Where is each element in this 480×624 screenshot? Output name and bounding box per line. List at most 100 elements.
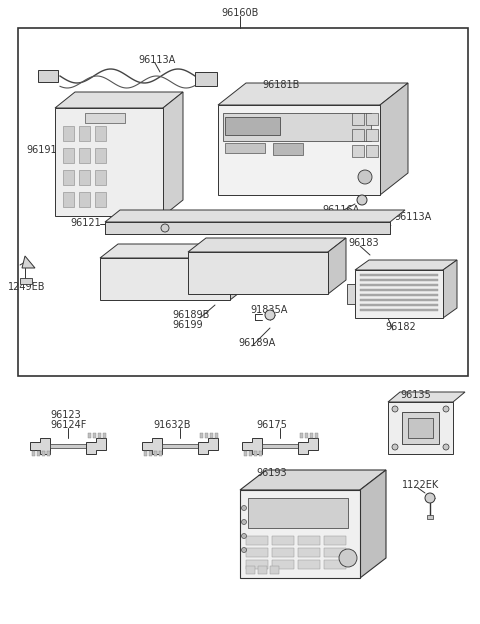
Text: 96113A: 96113A	[394, 212, 431, 222]
Bar	[144, 451, 147, 456]
Bar	[218, 105, 380, 195]
Bar	[273, 143, 303, 155]
Bar	[347, 284, 355, 304]
Text: 1122EK: 1122EK	[402, 480, 439, 490]
Bar	[149, 451, 152, 456]
Circle shape	[443, 444, 449, 450]
Bar	[55, 108, 163, 216]
Bar	[324, 560, 346, 569]
Circle shape	[425, 493, 435, 503]
Bar	[188, 252, 328, 294]
Bar	[93, 433, 96, 438]
Bar	[223, 113, 371, 141]
Bar	[270, 566, 279, 574]
Bar	[402, 412, 439, 444]
Bar	[18, 28, 468, 376]
Bar	[154, 451, 157, 456]
Text: 96115A: 96115A	[354, 218, 391, 228]
Bar	[95, 148, 106, 163]
Text: 91835A: 91835A	[250, 305, 288, 315]
Bar	[88, 433, 91, 438]
Polygon shape	[198, 438, 218, 454]
Bar	[360, 294, 438, 296]
Bar	[298, 536, 320, 545]
Circle shape	[443, 406, 449, 412]
Bar	[249, 451, 252, 456]
Text: 96193: 96193	[257, 468, 288, 478]
Polygon shape	[218, 83, 408, 105]
Polygon shape	[355, 260, 457, 270]
Bar	[85, 113, 125, 123]
Bar	[63, 148, 74, 163]
Bar	[79, 148, 90, 163]
Circle shape	[241, 520, 247, 525]
Bar	[272, 536, 294, 545]
Polygon shape	[380, 83, 408, 195]
Bar	[210, 433, 213, 438]
Polygon shape	[240, 470, 386, 490]
Text: 96199: 96199	[172, 320, 203, 330]
Bar	[63, 170, 74, 185]
Circle shape	[241, 547, 247, 552]
Bar	[360, 284, 438, 286]
Polygon shape	[242, 438, 262, 454]
Bar	[20, 278, 32, 284]
Bar	[427, 515, 433, 519]
Circle shape	[161, 224, 169, 232]
Bar	[324, 548, 346, 557]
Bar	[360, 289, 438, 291]
Bar	[103, 433, 106, 438]
Bar	[360, 299, 438, 301]
Bar	[246, 560, 268, 569]
Bar	[366, 113, 378, 125]
Bar	[215, 433, 218, 438]
Bar	[355, 270, 443, 318]
Bar	[366, 129, 378, 141]
Bar	[32, 451, 35, 456]
Bar	[37, 451, 40, 456]
Bar	[95, 192, 106, 207]
Circle shape	[339, 549, 357, 567]
Bar	[200, 433, 203, 438]
Text: 96113A: 96113A	[138, 55, 175, 65]
Bar	[95, 126, 106, 141]
Text: 96123: 96123	[50, 410, 81, 420]
Bar	[366, 145, 378, 157]
Bar	[205, 433, 208, 438]
Bar	[388, 402, 453, 454]
Bar	[300, 433, 303, 438]
Bar	[360, 274, 438, 276]
Text: 1249EB: 1249EB	[8, 282, 46, 292]
Polygon shape	[105, 210, 405, 222]
Text: 96189B: 96189B	[172, 310, 209, 320]
Polygon shape	[360, 470, 386, 578]
Bar	[254, 451, 257, 456]
Text: 96121: 96121	[70, 218, 101, 228]
Polygon shape	[142, 438, 162, 454]
Bar	[98, 433, 101, 438]
Bar	[79, 192, 90, 207]
Text: 96189A: 96189A	[238, 338, 275, 348]
Text: 96181B: 96181B	[262, 80, 300, 90]
Bar	[272, 560, 294, 569]
Polygon shape	[298, 438, 318, 454]
Circle shape	[392, 444, 398, 450]
Polygon shape	[30, 438, 50, 454]
Bar	[162, 444, 198, 448]
Text: 96116A: 96116A	[322, 205, 359, 215]
Bar	[246, 536, 268, 545]
Bar	[262, 444, 298, 448]
Bar	[225, 117, 280, 135]
Circle shape	[358, 170, 372, 184]
Bar	[360, 309, 438, 311]
Bar	[298, 548, 320, 557]
Text: 96175: 96175	[257, 420, 288, 430]
Circle shape	[357, 195, 367, 205]
Text: 96124F: 96124F	[50, 420, 86, 430]
Bar	[246, 548, 268, 557]
Bar	[195, 72, 217, 86]
Bar	[240, 490, 360, 578]
Bar	[50, 444, 86, 448]
Bar	[324, 536, 346, 545]
Bar	[360, 279, 438, 281]
